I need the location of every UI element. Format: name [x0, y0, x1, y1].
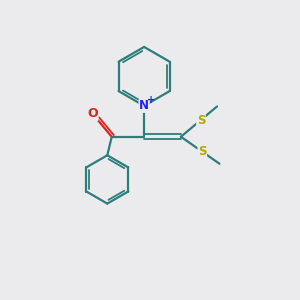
Text: +: + [146, 95, 155, 105]
Text: S: S [197, 114, 205, 127]
Text: S: S [198, 145, 207, 158]
Text: O: O [87, 107, 98, 120]
Text: N: N [139, 99, 149, 112]
